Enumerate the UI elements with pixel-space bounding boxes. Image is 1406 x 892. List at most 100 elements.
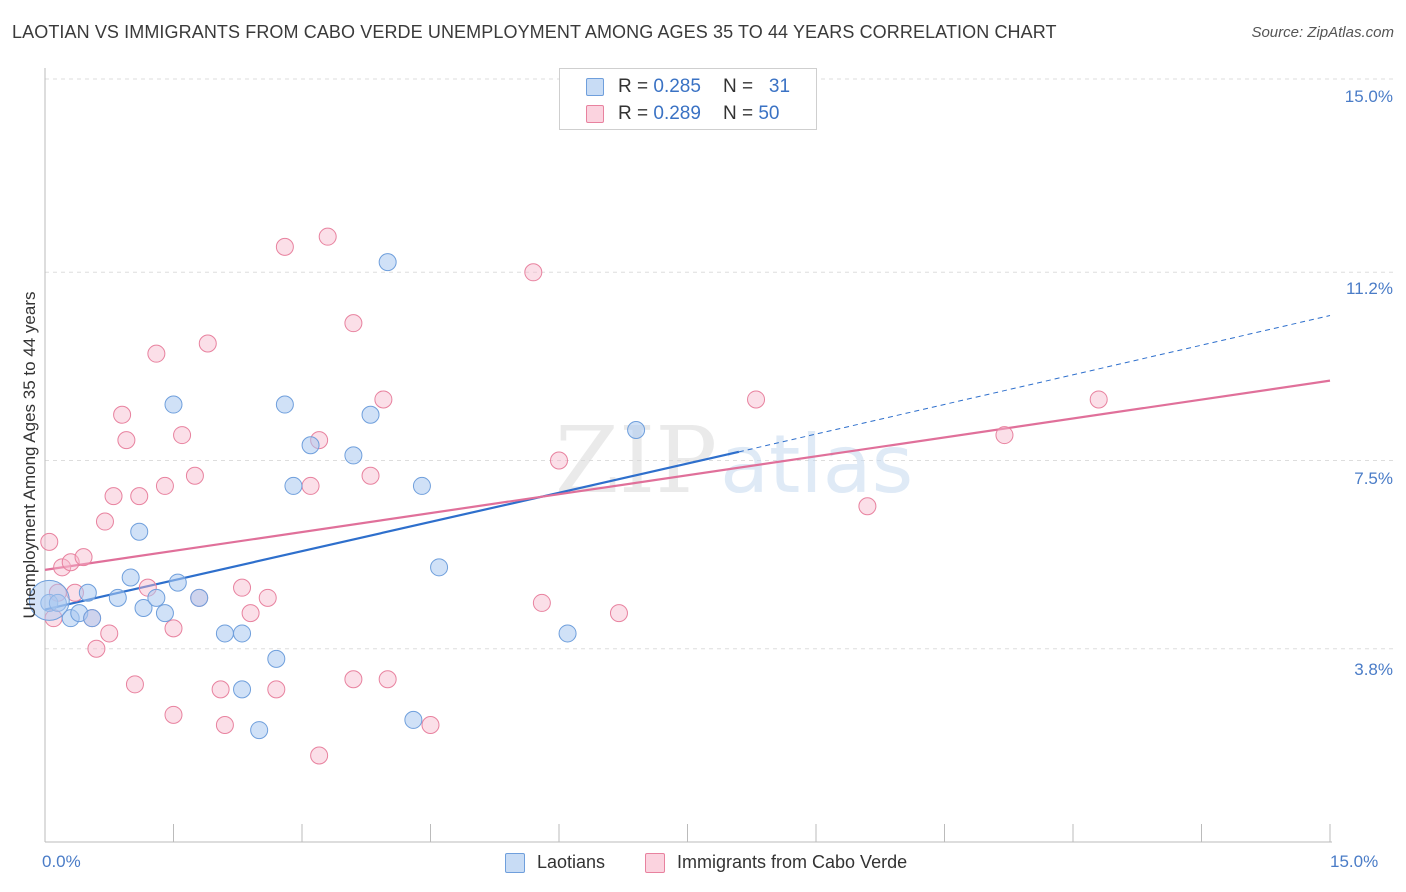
y-tick-label-3-8: 3.8% xyxy=(1354,660,1393,679)
point-cabo-verde xyxy=(524,263,543,282)
legend-swatch-laotians xyxy=(505,852,525,873)
point-cabo-verde xyxy=(95,512,114,531)
point-cabo-verde xyxy=(374,390,393,409)
point-laotians xyxy=(412,476,431,495)
point-cabo-verde xyxy=(421,716,440,735)
x-tick-label-max: 15.0% xyxy=(1330,852,1379,871)
point-cabo-verde xyxy=(185,466,204,485)
point-cabo-verde xyxy=(267,680,286,699)
point-cabo-verde xyxy=(147,344,166,363)
point-cabo-verde xyxy=(361,466,380,485)
legend-r-label: R = xyxy=(618,76,649,97)
y-tick-label-15-0: 15.0% xyxy=(1344,87,1393,106)
point-laotians xyxy=(147,588,166,607)
point-laotians xyxy=(627,420,646,439)
point-cabo-verde xyxy=(318,227,337,246)
point-laotians xyxy=(83,609,102,628)
point-laotians xyxy=(233,680,252,699)
point-cabo-verde xyxy=(104,487,123,506)
stats-legend: R = 0.285 N = 31 R = 0.289 N = 50 xyxy=(559,68,817,130)
axes xyxy=(44,68,1332,843)
legend-label-laotians: Laotians xyxy=(537,852,606,872)
point-laotians xyxy=(215,624,234,643)
point-cabo-verde xyxy=(215,716,234,735)
point-cabo-verde xyxy=(275,237,294,256)
y-tick-label-7-5: 7.5% xyxy=(1354,469,1393,488)
legend-n-value: 31 xyxy=(768,76,791,97)
point-laotians xyxy=(267,649,286,668)
point-cabo-verde xyxy=(609,604,628,623)
point-cabo-verde xyxy=(117,431,136,450)
point-laotians xyxy=(378,253,397,272)
legend-swatch-cabo-verde xyxy=(586,105,604,123)
point-cabo-verde xyxy=(113,405,132,424)
point-cabo-verde xyxy=(173,426,192,445)
point-laotians xyxy=(121,568,140,587)
legend-n-value: 50 xyxy=(758,103,780,124)
point-laotians xyxy=(168,573,187,592)
point-laotians xyxy=(108,588,127,607)
point-laotians xyxy=(250,721,269,740)
point-laotians xyxy=(404,710,423,729)
trend-line-laotians xyxy=(44,450,740,611)
point-cabo-verde xyxy=(747,390,766,409)
point-cabo-verde xyxy=(532,593,551,612)
source-label: Source: ZipAtlas.com xyxy=(1251,24,1394,41)
y-tick-label-11-2: 11.2% xyxy=(1346,279,1393,298)
legend-row-laotians: R = 0.285 N = 31 xyxy=(586,75,790,99)
legend-r-value: 0.285 xyxy=(653,76,701,97)
point-cabo-verde xyxy=(53,558,72,577)
legend-item-cabo-verde[interactable]: Immigrants from Cabo Verde xyxy=(645,852,907,873)
point-laotians xyxy=(28,579,70,621)
point-cabo-verde xyxy=(100,624,119,643)
point-cabo-verde xyxy=(301,476,320,495)
point-laotians xyxy=(344,446,363,465)
point-cabo-verde xyxy=(1089,390,1108,409)
point-laotians xyxy=(301,436,320,455)
point-cabo-verde xyxy=(344,314,363,333)
point-cabo-verde xyxy=(233,578,252,597)
point-laotians xyxy=(558,624,577,643)
point-laotians xyxy=(155,604,174,623)
legend-r-label: R = xyxy=(618,103,649,124)
point-laotians xyxy=(233,624,252,643)
grid-lines xyxy=(45,78,1393,650)
legend-label-cabo-verde: Immigrants from Cabo Verde xyxy=(677,852,908,872)
point-laotians xyxy=(275,395,294,414)
point-cabo-verde xyxy=(378,670,397,689)
point-cabo-verde xyxy=(164,619,183,638)
point-cabo-verde xyxy=(550,451,568,470)
point-laotians xyxy=(430,558,449,577)
point-cabo-verde xyxy=(130,487,149,506)
point-laotians xyxy=(284,476,303,495)
chart-title: LAOTIAN VS IMMIGRANTS FROM CABO VERDE UN… xyxy=(12,22,1057,42)
point-cabo-verde xyxy=(155,476,174,495)
trend-line-laotians-extension xyxy=(738,315,1331,453)
point-cabo-verde xyxy=(995,426,1014,445)
point-cabo-verde xyxy=(125,675,144,694)
point-laotians xyxy=(164,395,183,414)
x-tick-label-min: 0.0% xyxy=(42,852,81,871)
legend-swatch-cabo-verde xyxy=(645,852,665,873)
point-cabo-verde xyxy=(164,705,183,724)
point-laotians xyxy=(134,599,153,618)
legend-row-cabo-verde: R = 0.289 N = 50 xyxy=(586,102,779,126)
watermark-atlas: atlas xyxy=(720,418,913,511)
point-cabo-verde xyxy=(344,670,363,689)
point-cabo-verde xyxy=(40,532,59,551)
legend-n-label: N = xyxy=(722,103,754,124)
point-cabo-verde xyxy=(198,334,217,353)
point-cabo-verde xyxy=(858,497,877,516)
point-laotians xyxy=(130,522,149,541)
legend-r-value: 0.289 xyxy=(653,103,701,124)
legend-n-label: N = xyxy=(722,76,754,97)
point-cabo-verde xyxy=(258,588,277,607)
trend-line-cabo-verde xyxy=(44,379,1331,571)
point-laotians xyxy=(78,583,97,602)
point-laotians xyxy=(190,588,209,607)
legend-swatch-laotians xyxy=(586,78,604,96)
point-cabo-verde xyxy=(74,548,93,567)
legend-item-laotians[interactable]: Laotians xyxy=(505,852,605,873)
point-cabo-verde xyxy=(211,680,230,699)
